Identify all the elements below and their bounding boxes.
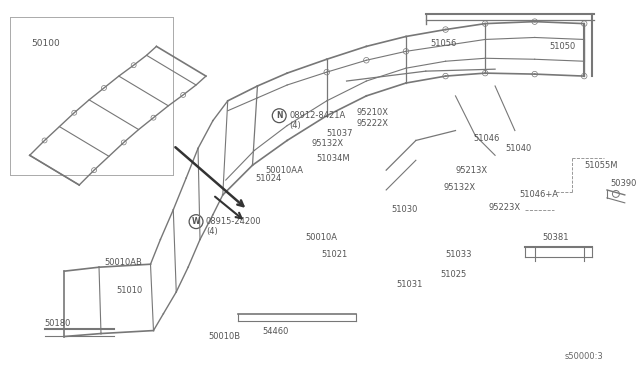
Text: 54460: 54460 (262, 327, 289, 336)
Text: 51037: 51037 (327, 129, 353, 138)
Text: 50100: 50100 (32, 39, 60, 48)
Text: 50010AA: 50010AA (266, 166, 303, 175)
Text: 51010: 51010 (117, 286, 143, 295)
Text: 51046+A: 51046+A (520, 190, 559, 199)
Text: 51055M: 51055M (584, 161, 618, 170)
Text: (4): (4) (289, 121, 301, 130)
Text: W: W (192, 217, 200, 226)
Text: 51030: 51030 (391, 205, 417, 214)
Text: 95223X: 95223X (488, 203, 520, 212)
Text: 51034M: 51034M (317, 154, 351, 163)
Text: 95210X: 95210X (356, 108, 388, 117)
Text: 50010A: 50010A (305, 233, 337, 242)
Text: 51025: 51025 (440, 270, 467, 279)
Text: 50010B: 50010B (208, 332, 240, 341)
Text: 50381: 50381 (543, 233, 569, 242)
Text: 51046: 51046 (474, 134, 500, 143)
Text: 95132X: 95132X (312, 139, 344, 148)
Text: 08912-8421A: 08912-8421A (289, 111, 346, 120)
Text: 50010AB: 50010AB (104, 258, 142, 267)
Text: 95213X: 95213X (456, 166, 488, 175)
Text: 51033: 51033 (445, 250, 472, 259)
Text: 51056: 51056 (431, 39, 457, 48)
Text: 51024: 51024 (255, 174, 282, 183)
Text: 51031: 51031 (396, 279, 422, 289)
Text: 95132X: 95132X (444, 183, 476, 192)
Text: 50390: 50390 (610, 179, 636, 187)
Text: 50180: 50180 (45, 319, 71, 328)
Text: 51021: 51021 (322, 250, 348, 259)
Text: 51050: 51050 (550, 42, 576, 51)
Text: 51040: 51040 (505, 144, 531, 153)
Text: s50000:3: s50000:3 (564, 352, 603, 361)
Text: (4): (4) (206, 227, 218, 236)
Text: N: N (276, 111, 282, 120)
Text: 08915-24200: 08915-24200 (206, 217, 262, 226)
Text: 95222X: 95222X (356, 119, 388, 128)
